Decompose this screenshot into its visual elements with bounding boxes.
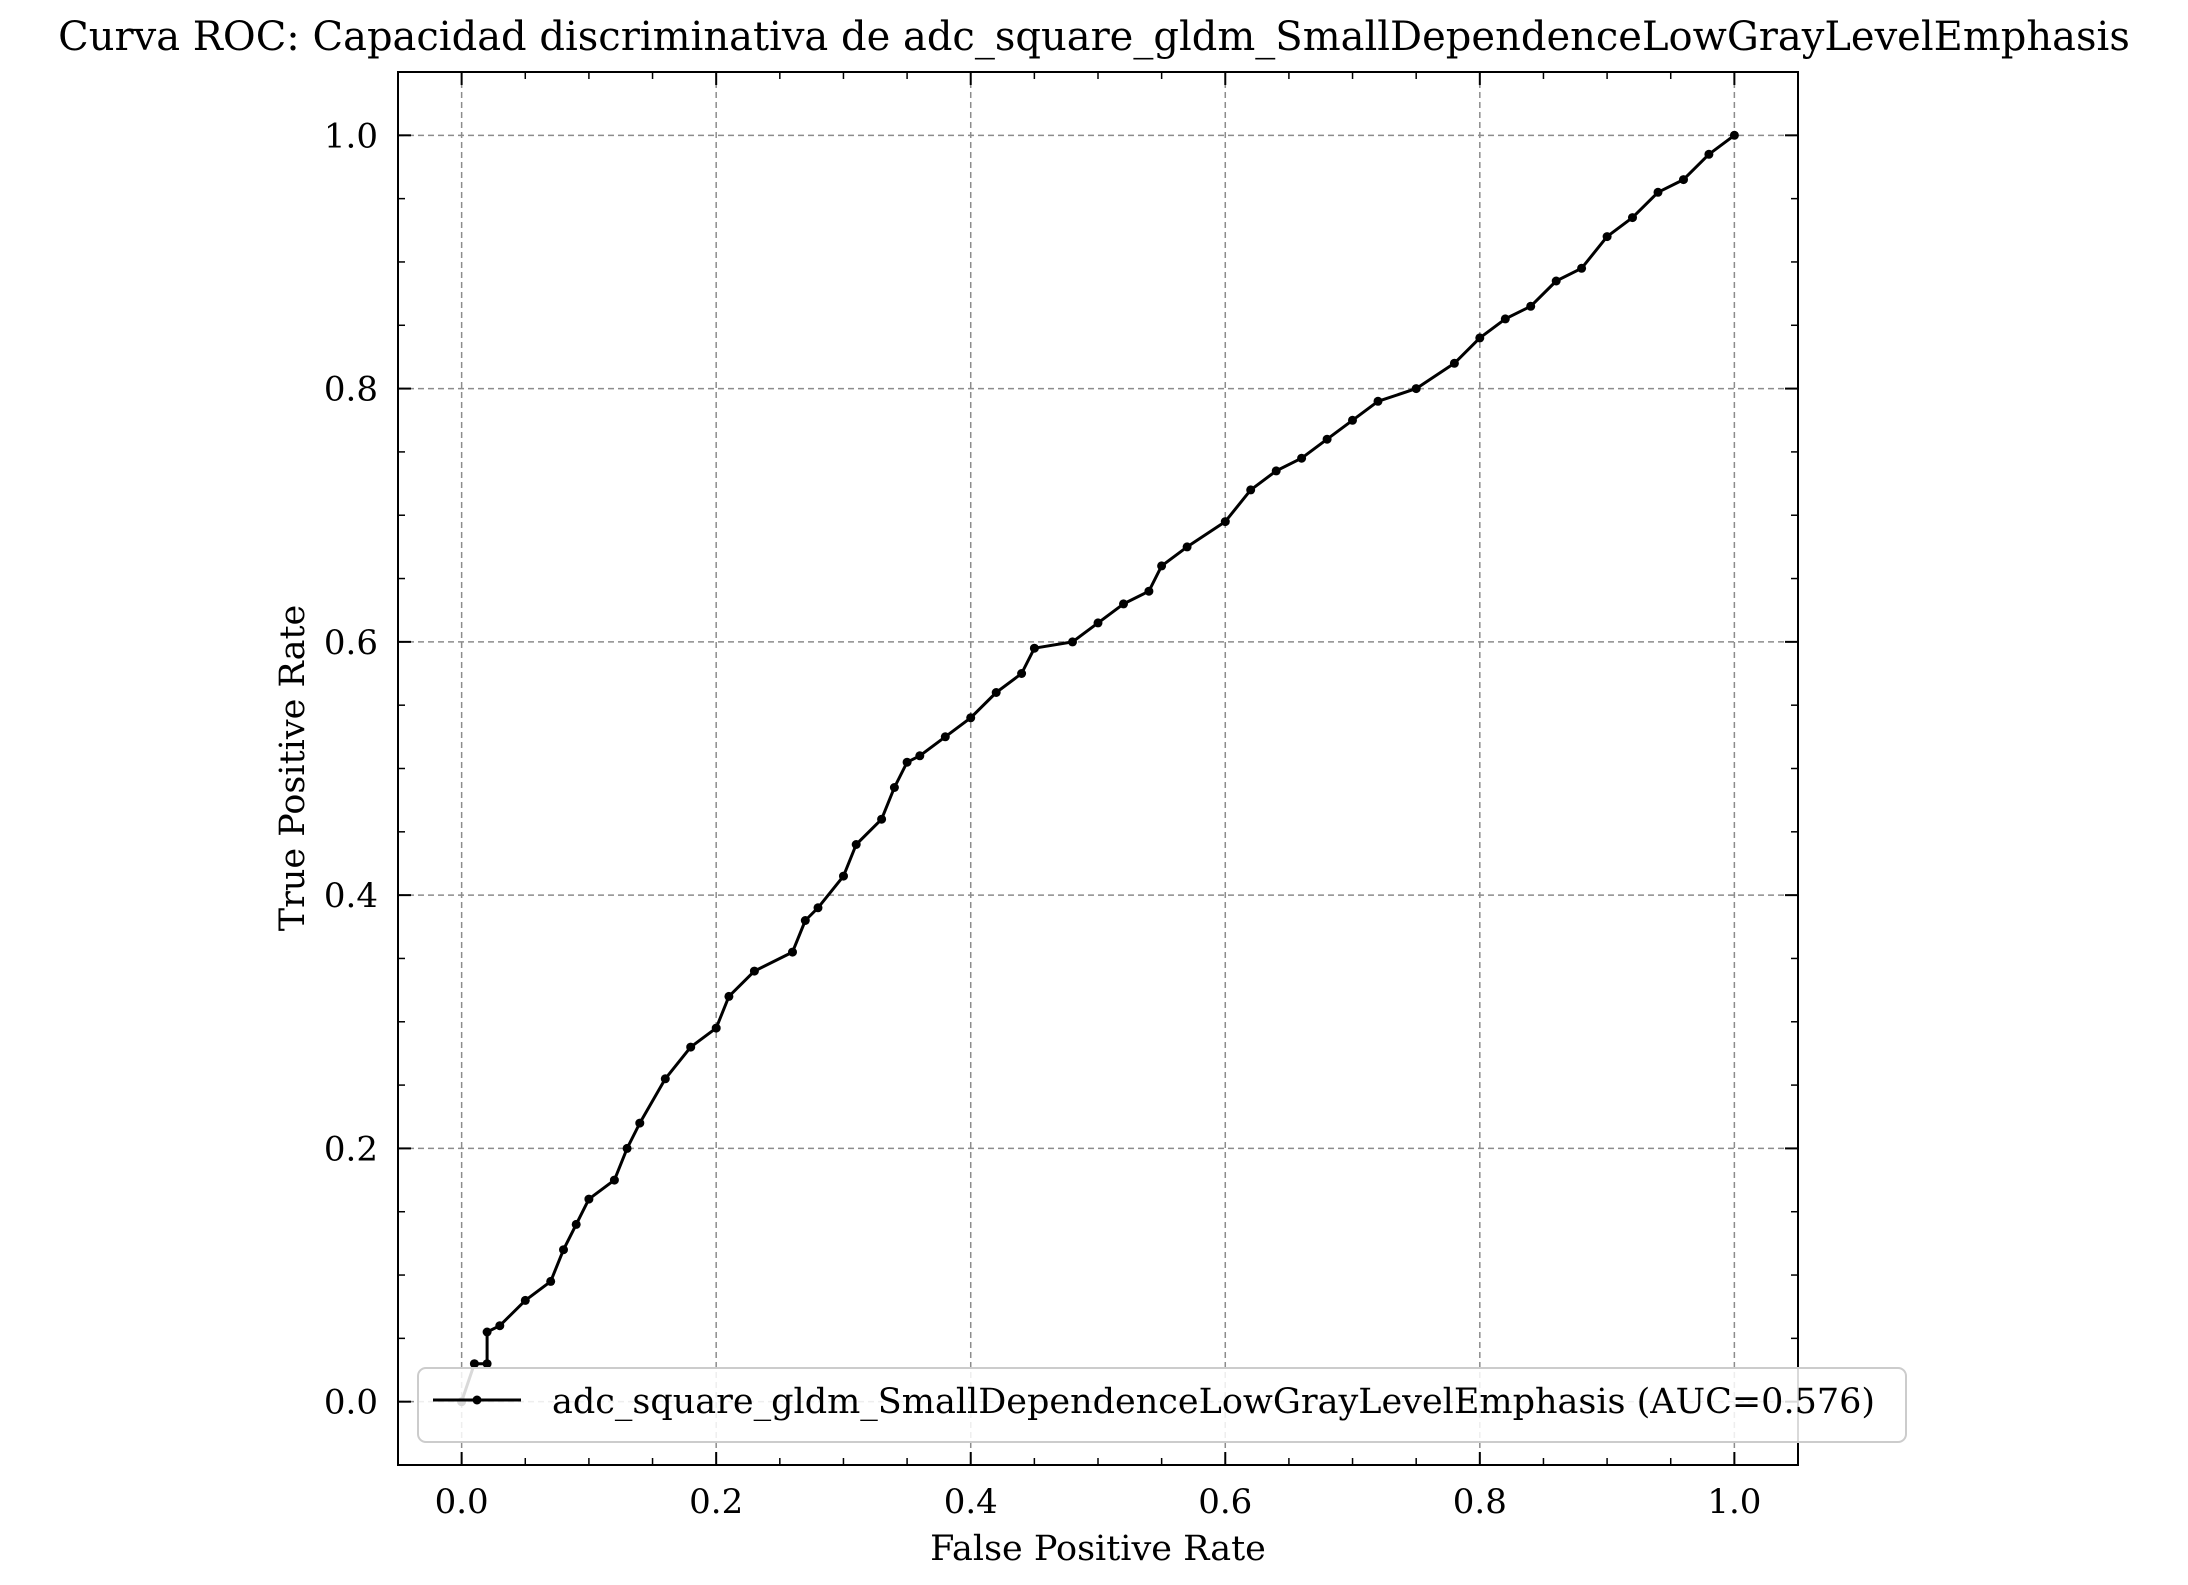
roc-curve-line bbox=[460, 134, 1736, 1403]
roc-curve-point bbox=[1322, 434, 1332, 444]
y-tick-label: 1.0 bbox=[324, 116, 378, 156]
roc-curve-point bbox=[724, 991, 734, 1001]
roc-curve-point bbox=[1144, 586, 1154, 596]
roc-curve-point bbox=[1704, 149, 1714, 159]
ticks-layer bbox=[398, 72, 1798, 1465]
roc-curve-point bbox=[1297, 453, 1307, 463]
roc-curve-point bbox=[1182, 542, 1192, 552]
roc-curve-point bbox=[1653, 187, 1663, 197]
tick-labels-layer: 0.0 0.2 0.4 0.6 0.8 1.0 0.0 0.2 0.4 0.6 0.8 1.0 bbox=[324, 116, 1761, 1522]
roc-curve-point bbox=[469, 1359, 479, 1369]
roc-curve-point bbox=[1373, 396, 1383, 406]
roc-curve-point bbox=[1679, 175, 1688, 185]
roc-curve-point bbox=[1500, 314, 1510, 324]
roc-curve-point bbox=[1729, 130, 1739, 140]
roc-curve-point bbox=[851, 840, 861, 849]
roc-curve-point bbox=[584, 1194, 594, 1204]
roc-curve-point bbox=[1068, 637, 1077, 647]
roc-curve-point bbox=[1220, 517, 1230, 527]
roc-curve-point bbox=[1157, 561, 1167, 571]
y-tick-label: 0.0 bbox=[324, 1383, 378, 1423]
roc-curve-point bbox=[660, 1074, 670, 1084]
legend-box bbox=[417, 1367, 1907, 1443]
roc-curve-point bbox=[1271, 466, 1281, 476]
x-tick-label: 0.0 bbox=[435, 1482, 489, 1522]
roc-curve-point bbox=[622, 1143, 632, 1153]
chart-title: Curva ROC: Capacidad discriminativa de a… bbox=[58, 14, 2130, 60]
roc-curve-point bbox=[686, 1042, 696, 1052]
roc-curve-point bbox=[966, 713, 976, 723]
roc-curve-point bbox=[520, 1295, 530, 1305]
roc-curve-point bbox=[1411, 384, 1421, 394]
plot-frame bbox=[397, 71, 1799, 1466]
roc-curve-point bbox=[1029, 643, 1039, 653]
roc-curve-point bbox=[749, 966, 759, 976]
roc-curve-point bbox=[1628, 213, 1637, 223]
roc-curve-point bbox=[1246, 485, 1256, 495]
y-tick-label: 0.8 bbox=[324, 370, 378, 410]
x-tick-label: 0.2 bbox=[689, 1482, 743, 1522]
x-tick-label: 0.4 bbox=[944, 1482, 998, 1522]
roc-curve-point bbox=[559, 1245, 568, 1255]
roc-curve-point bbox=[800, 916, 810, 925]
roc-curve-point bbox=[1348, 415, 1357, 425]
legend: adc_square_gldm_SmallDependenceLowGrayLe… bbox=[417, 1367, 1907, 1443]
roc-curve-point bbox=[482, 1359, 492, 1369]
roc-curve-point bbox=[1093, 618, 1103, 628]
roc-curve-point bbox=[1119, 599, 1128, 609]
y-tick-label: 0.6 bbox=[324, 623, 378, 663]
roc-curve-point bbox=[1577, 263, 1587, 273]
y-tick-label: 0.4 bbox=[324, 876, 378, 916]
roc-curve-point bbox=[940, 732, 950, 742]
roc-curve-point bbox=[877, 814, 887, 824]
roc-curve-point bbox=[915, 751, 925, 761]
roc-curve-point bbox=[546, 1276, 556, 1286]
roc-curve-point bbox=[813, 903, 823, 913]
x-tick-label: 0.8 bbox=[1453, 1482, 1507, 1522]
y-tick-label: 0.2 bbox=[324, 1129, 378, 1169]
roc-curve-point bbox=[889, 783, 899, 792]
x-tick-label: 0.6 bbox=[1198, 1482, 1252, 1522]
roc-curve-point bbox=[1449, 358, 1459, 368]
series-layer bbox=[457, 130, 1739, 1407]
x-tick-label: 1.0 bbox=[1707, 1482, 1761, 1522]
roc-curve-point bbox=[571, 1219, 581, 1229]
x-axis-label: False Positive Rate bbox=[930, 1529, 1266, 1569]
roc-curve-point bbox=[711, 1023, 721, 1033]
roc-curve-point bbox=[1551, 276, 1561, 286]
roc-curve-point bbox=[635, 1118, 645, 1128]
roc-curve-point bbox=[495, 1321, 505, 1331]
roc-curve-point bbox=[991, 688, 1001, 697]
y-axis-label: True Positive Rate bbox=[273, 605, 313, 931]
roc-curve-point bbox=[1602, 232, 1612, 242]
grid-layer bbox=[398, 72, 1798, 1465]
roc-curve-point bbox=[1526, 301, 1536, 311]
legend-dot-marker bbox=[472, 1395, 482, 1405]
roc-curve-point bbox=[788, 947, 797, 957]
roc-curve-point bbox=[839, 871, 848, 881]
roc-curve-point bbox=[1475, 333, 1485, 343]
legend-label: adc_square_gldm_SmallDependenceLowGrayLe… bbox=[552, 1382, 1875, 1422]
roc-curve-point bbox=[482, 1327, 492, 1337]
roc-curve-point bbox=[609, 1175, 619, 1185]
roc-curve-point bbox=[1017, 669, 1027, 678]
roc-curve-point bbox=[902, 757, 912, 767]
